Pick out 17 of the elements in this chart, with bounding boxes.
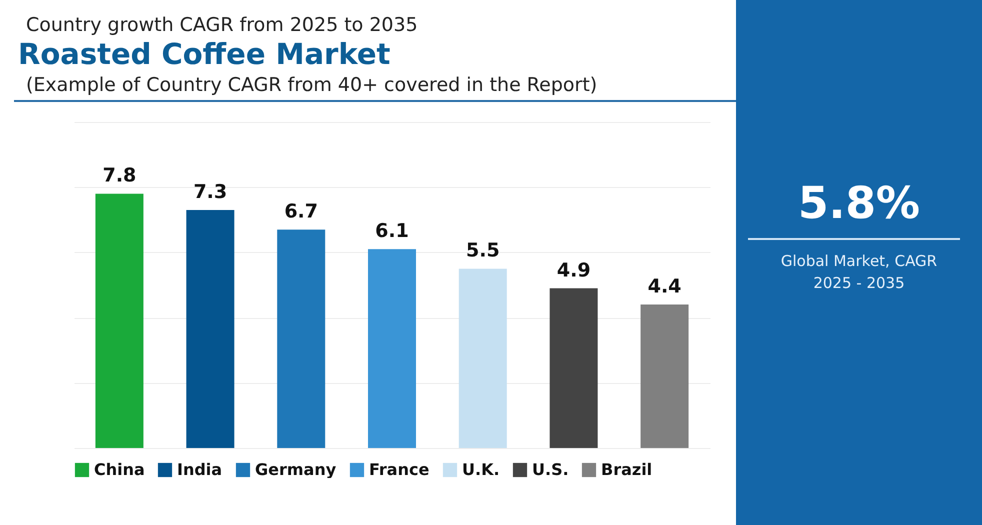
legend-label: India xyxy=(177,460,222,479)
chart-title: Roasted Coffee Market xyxy=(18,37,390,71)
data-label: 7.3 xyxy=(193,181,228,204)
chart-subtitle: (Example of Country CAGR from 40+ covered in the Report) xyxy=(26,74,598,96)
data-label: 6.7 xyxy=(284,200,318,223)
text: Country growth CAGR from 2025 to 2035 xyxy=(26,14,418,36)
data-label: 4.9 xyxy=(556,259,591,282)
legend-label: U.S. xyxy=(532,460,569,479)
legend-label: France xyxy=(369,460,430,479)
data-label: 7.8 xyxy=(102,164,136,187)
side-panel: 5.8% Global Market, CAGR 2025 - 2035 xyxy=(736,0,982,525)
legend-label: U.K. xyxy=(462,460,500,479)
legend-label: Brazil xyxy=(601,460,652,479)
legend-label: China xyxy=(94,460,145,479)
data-label: 4.4 xyxy=(648,276,682,298)
data-label: 5.5 xyxy=(466,240,500,262)
data-label: 6.1 xyxy=(375,220,409,242)
